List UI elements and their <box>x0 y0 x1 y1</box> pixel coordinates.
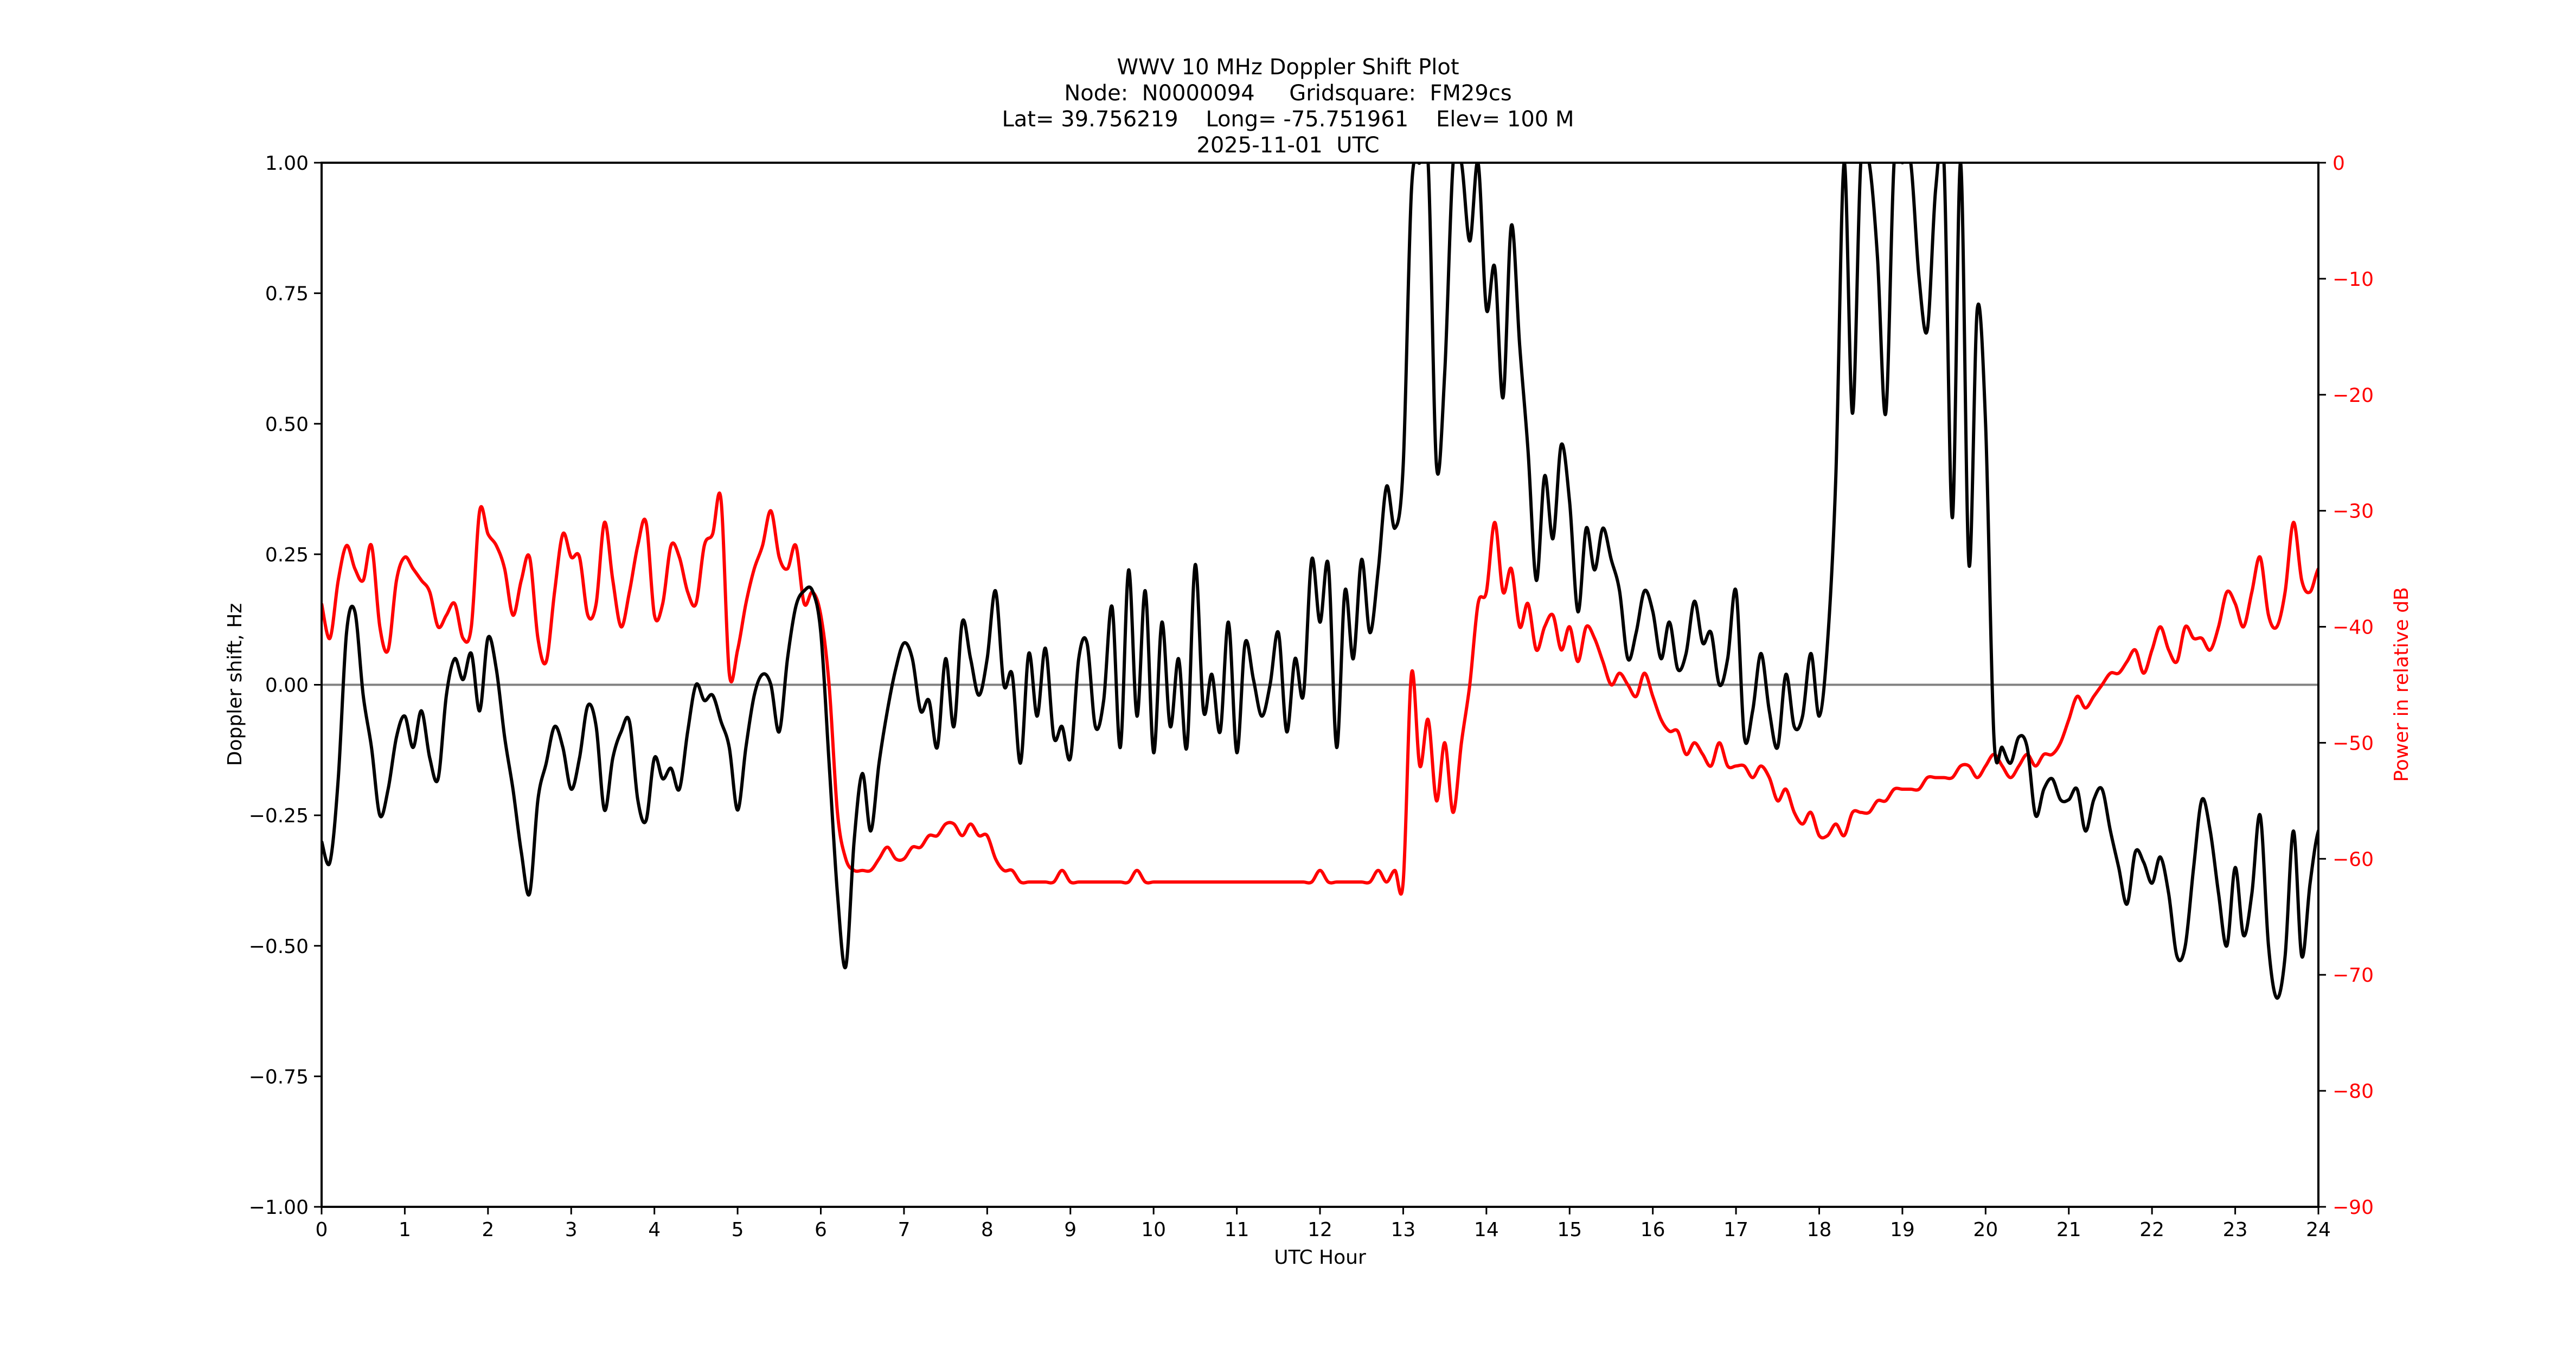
chart-subtitle-node: Node: N0000094 Gridsquare: FM29cs <box>1064 81 1512 106</box>
y-tick-label: −1.00 <box>249 1197 309 1219</box>
x-tick-label: 10 <box>1141 1219 1166 1241</box>
y-right-tick-label: 0 <box>2333 152 2345 175</box>
power-line <box>322 491 2318 896</box>
x-tick-label: 5 <box>732 1219 744 1241</box>
doppler-series-line <box>322 163 2318 1000</box>
y-tick-label: 0.75 <box>265 283 309 305</box>
y-right-tick-label: −40 <box>2333 617 2374 639</box>
y-axis-right-label: Power in relative dB <box>2391 587 2413 782</box>
y-axis-left-label: Doppler shift, Hz <box>224 603 246 766</box>
y-right-tick-label: −80 <box>2333 1080 2374 1103</box>
power-series-line <box>322 491 2318 896</box>
x-tick-label: 23 <box>2223 1219 2248 1241</box>
x-tick-label: 20 <box>1973 1219 1998 1241</box>
x-tick-label: 0 <box>316 1219 328 1241</box>
x-tick-label: 16 <box>1641 1219 1665 1241</box>
y-right-tick-label: −70 <box>2333 964 2374 987</box>
x-axis-label: UTC Hour <box>1274 1246 1366 1269</box>
x-tick-label: 8 <box>981 1219 994 1241</box>
y-tick-label: −0.25 <box>249 805 309 827</box>
x-tick-label: 7 <box>898 1219 910 1241</box>
x-tick-label: 17 <box>1723 1219 1748 1241</box>
x-tick-label: 13 <box>1391 1219 1416 1241</box>
y-tick-label: −0.75 <box>249 1066 309 1088</box>
y-right-tick-label: −60 <box>2333 848 2374 871</box>
x-tick-label: 14 <box>1474 1219 1499 1241</box>
y-tick-label: 1.00 <box>265 152 309 175</box>
x-tick-label: 12 <box>1308 1219 1332 1241</box>
chart-subtitle-location: Lat= 39.756219 Long= -75.751961 Elev= 10… <box>1002 107 1574 132</box>
y-right-tick-label: −10 <box>2333 268 2374 291</box>
x-tick-label: 4 <box>648 1219 661 1241</box>
y-right-tick-label: −90 <box>2333 1197 2374 1219</box>
y-right-tick-label: −50 <box>2333 732 2374 754</box>
chart-title: WWV 10 MHz Doppler Shift Plot <box>1117 55 1459 80</box>
x-tick-label: 2 <box>482 1219 494 1241</box>
y-axis-left-ticks: 1.00 0.75 0.50 0.25 0.00 −0.25 −0.50 −0.75 −1.00 <box>249 152 322 1219</box>
y-tick-label: 0.00 <box>265 675 309 697</box>
y-right-tick-label: −20 <box>2333 385 2374 407</box>
y-tick-label: −0.50 <box>249 936 309 958</box>
x-tick-label: 18 <box>1807 1219 1832 1241</box>
x-tick-label: 11 <box>1225 1219 1249 1241</box>
x-tick-label: 24 <box>2306 1219 2331 1241</box>
x-tick-label: 9 <box>1064 1219 1076 1241</box>
x-tick-label: 6 <box>815 1219 827 1241</box>
y-axis-right-ticks: 0 −10 −20 −30 −40 −50 −60 −70 −80 −90 <box>2318 152 2374 1219</box>
x-tick-label: 21 <box>2056 1219 2081 1241</box>
x-tick-label: 19 <box>1890 1219 1915 1241</box>
x-tick-label: 3 <box>565 1219 578 1241</box>
x-tick-label: 15 <box>1557 1219 1582 1241</box>
y-right-tick-label: −30 <box>2333 501 2374 523</box>
chart-subtitle-date: 2025-11-01 UTC <box>1196 133 1380 158</box>
x-axis-ticks: 0 1 2 3 4 5 6 7 8 9 10 11 12 13 14 15 16 17 18 19 20 21 22 23 24 <box>316 1207 2331 1241</box>
x-tick-label: 1 <box>399 1219 411 1241</box>
y-tick-label: 0.25 <box>265 544 309 566</box>
x-tick-label: 22 <box>2139 1219 2164 1241</box>
chart-title-block: WWV 10 MHz Doppler Shift Plot Node: N000… <box>0 54 2576 158</box>
y-tick-label: 0.50 <box>265 413 309 436</box>
doppler-line <box>322 163 2318 1000</box>
